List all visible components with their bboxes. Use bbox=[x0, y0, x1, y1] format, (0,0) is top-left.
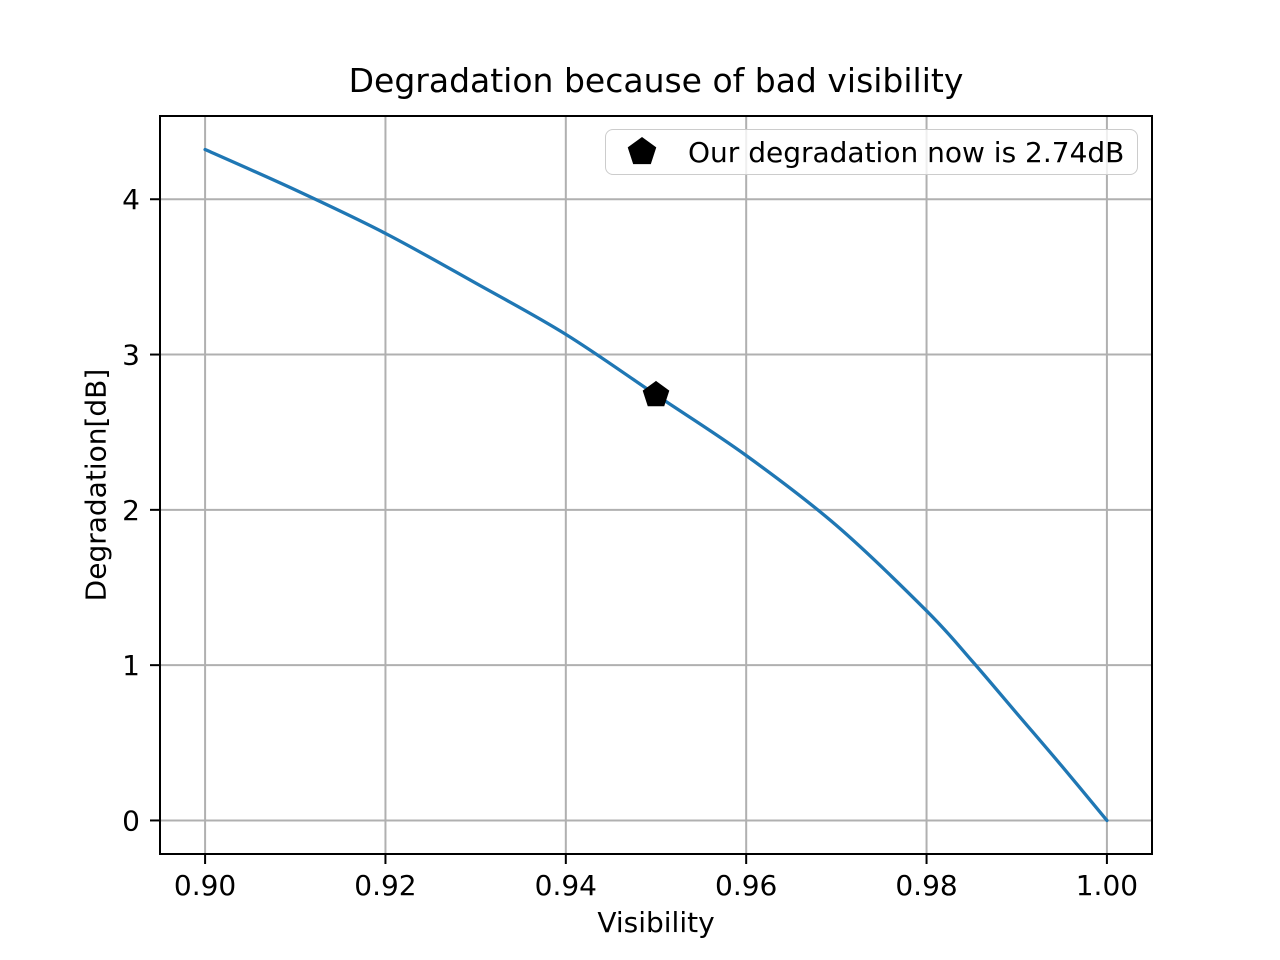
x-tick-label: 0.92 bbox=[354, 869, 416, 902]
y-axis-label: Degradation[dB] bbox=[79, 368, 113, 602]
x-axis-label: Visibility bbox=[597, 906, 715, 939]
y-tick-label: 1 bbox=[122, 649, 140, 682]
y-tick-label: 4 bbox=[122, 183, 140, 216]
legend: Our degradation now is 2.74dB bbox=[605, 129, 1138, 175]
axes-spines bbox=[159, 115, 1153, 855]
chart-title: Degradation because of bad visibility bbox=[348, 61, 964, 100]
current-degradation-marker bbox=[642, 380, 670, 407]
x-tick-label: 0.98 bbox=[895, 869, 957, 902]
x-tick-label: 0.94 bbox=[535, 869, 597, 902]
y-tick-label: 3 bbox=[122, 339, 140, 372]
pentagon-icon bbox=[627, 137, 657, 165]
legend-label: Our degradation now is 2.74dB bbox=[688, 135, 1125, 169]
data-curve bbox=[203, 147, 1109, 823]
x-tick-label: 0.96 bbox=[715, 869, 777, 902]
y-tick-label: 2 bbox=[122, 494, 140, 527]
x-tick-label: 0.90 bbox=[174, 869, 236, 902]
y-tick-label: 0 bbox=[122, 804, 140, 837]
x-tick-label: 1.00 bbox=[1076, 869, 1138, 902]
